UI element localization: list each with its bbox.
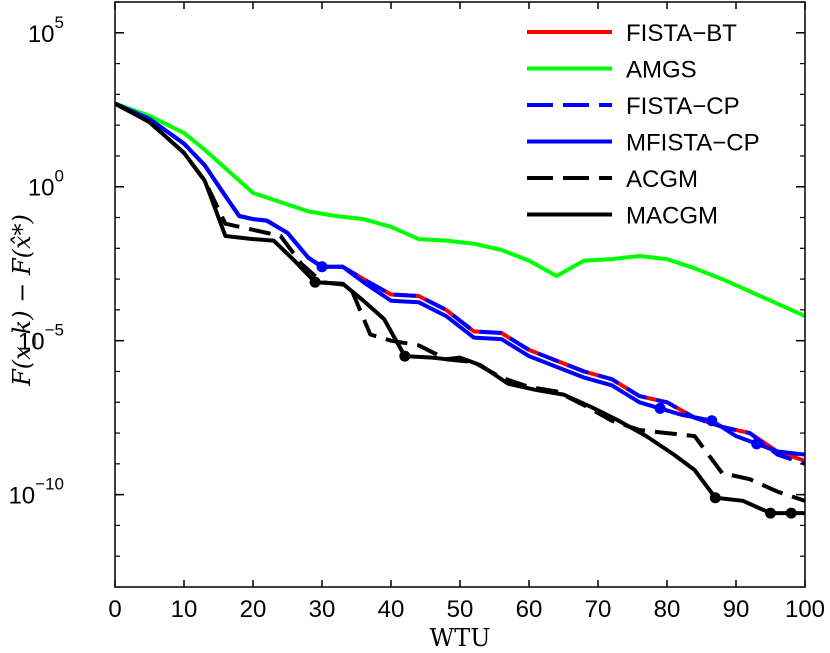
x-tick-label: 50: [447, 596, 474, 623]
legend-label-4: ACGM: [626, 166, 698, 193]
series-line-2: [115, 101, 805, 466]
y-tick-label: 10−10: [8, 475, 64, 510]
series-marker-3: [706, 415, 718, 427]
series-layer: [115, 101, 805, 516]
legend: FISTA−BT AMGS FISTA−CP MFISTA−CP ACGM MACGM: [527, 20, 760, 230]
x-tick-label: 100: [785, 596, 825, 623]
legend-label-0: FISTA−BT: [626, 20, 737, 47]
series-marker-3: [316, 261, 328, 273]
x-tick-label: 40: [378, 596, 405, 623]
legend-label-3: MFISTA−CP: [626, 130, 760, 157]
x-axis-ticks: 0 10 20 30 40 50 60 70 80 90 100: [108, 2, 825, 623]
series-line-0: [115, 101, 805, 463]
legend-label-2: FISTA−CP: [626, 93, 740, 120]
y-tick-label: 100: [28, 167, 64, 202]
legend-label-1: AMGS: [626, 57, 697, 84]
marker-layer: [309, 261, 797, 519]
plot-frame: [114, 1, 806, 588]
series-marker-5: [709, 492, 721, 504]
series-line-1: [115, 101, 805, 318]
x-tick-label: 0: [108, 596, 121, 623]
x-tick-label: 30: [309, 596, 336, 623]
x-axis-title: WTU: [430, 624, 491, 652]
x-tick-label: 70: [585, 596, 612, 623]
y-tick-label: 105: [28, 13, 64, 48]
x-tick-label: 80: [654, 596, 681, 623]
series-marker-5: [765, 507, 776, 519]
x-tick-label: 10: [171, 596, 198, 623]
x-tick-label: 60: [516, 596, 543, 623]
series-marker-3: [654, 402, 666, 414]
plot-area: [114, 1, 806, 588]
series-line-3: [115, 101, 805, 457]
x-tick-label: 90: [723, 596, 750, 623]
series-marker-5: [399, 350, 411, 362]
series-line-5: [115, 101, 805, 516]
x-tick-label: 20: [240, 596, 267, 623]
legend-label-5: MACGM: [626, 203, 718, 230]
series-marker-5: [785, 507, 797, 519]
series-marker-3: [751, 438, 763, 450]
series-marker-5: [309, 276, 321, 288]
y-axis-title: F(x_k) − F(x̂*): [8, 214, 36, 387]
